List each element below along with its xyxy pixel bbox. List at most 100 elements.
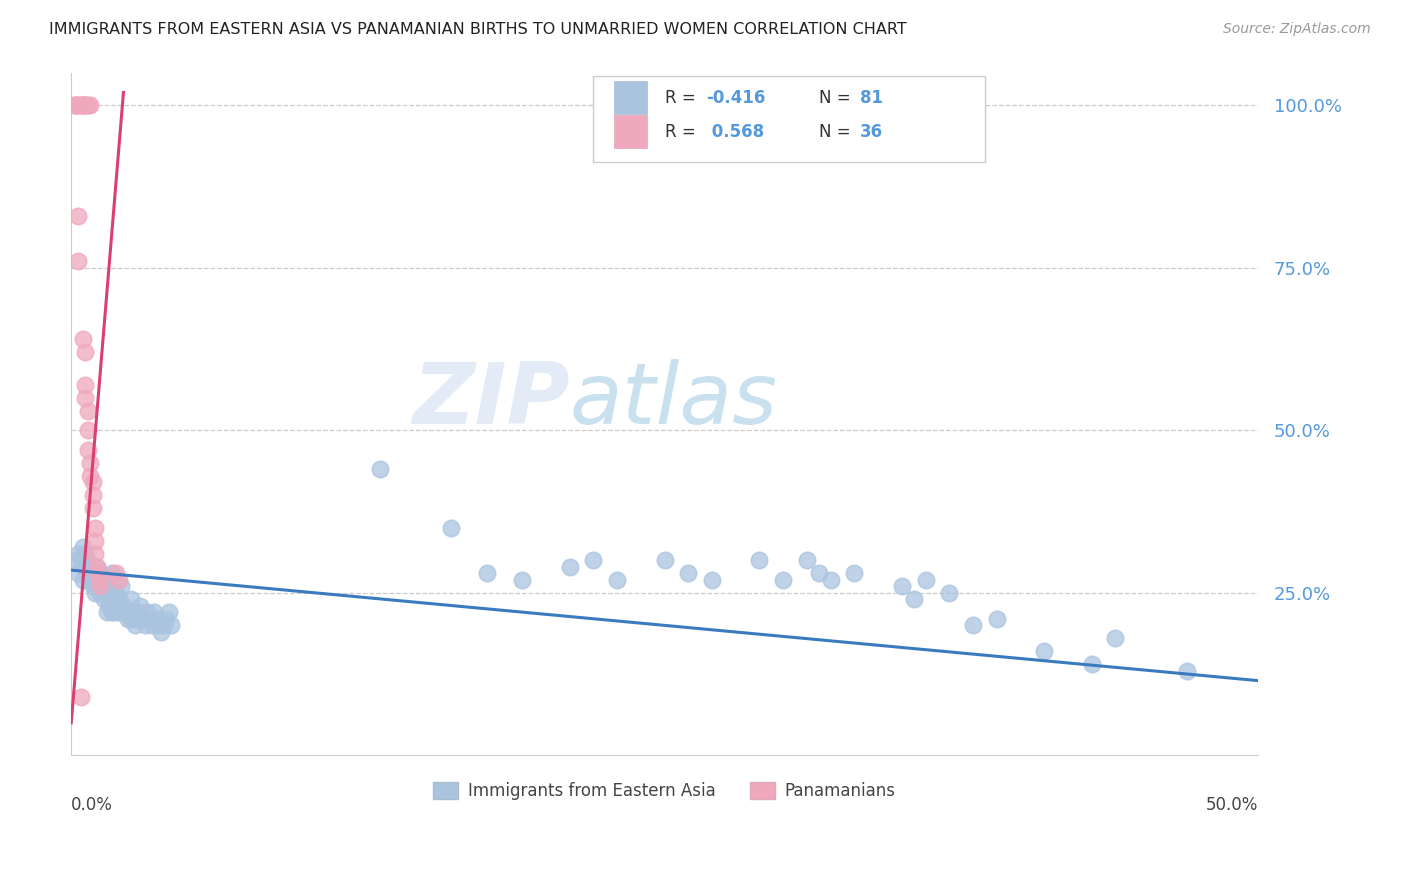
Point xyxy=(89,586,111,600)
Text: 81: 81 xyxy=(860,88,883,106)
Point xyxy=(844,566,866,581)
Point xyxy=(75,345,97,359)
Point xyxy=(76,442,98,457)
Point xyxy=(131,612,153,626)
Point xyxy=(157,606,180,620)
Point xyxy=(107,592,129,607)
Text: Source: ZipAtlas.com: Source: ZipAtlas.com xyxy=(1223,22,1371,37)
Point xyxy=(75,560,97,574)
Point xyxy=(962,618,984,632)
Point xyxy=(112,599,135,613)
Point xyxy=(98,586,121,600)
Point xyxy=(145,612,167,626)
Point xyxy=(79,469,101,483)
Point xyxy=(65,553,87,567)
Point xyxy=(76,98,98,112)
Point xyxy=(558,560,581,574)
Point xyxy=(103,606,125,620)
Point xyxy=(62,98,84,112)
Text: 50.0%: 50.0% xyxy=(1205,797,1258,814)
Point xyxy=(582,553,605,567)
Point xyxy=(124,618,146,632)
Text: IMMIGRANTS FROM EASTERN ASIA VS PANAMANIAN BIRTHS TO UNMARRIED WOMEN CORRELATION: IMMIGRANTS FROM EASTERN ASIA VS PANAMANI… xyxy=(49,22,907,37)
Point xyxy=(152,618,174,632)
Point xyxy=(67,98,90,112)
Point xyxy=(606,573,628,587)
Point xyxy=(914,573,936,587)
Point xyxy=(440,521,463,535)
Point xyxy=(79,98,101,112)
Point xyxy=(1175,664,1198,678)
Point xyxy=(105,566,128,581)
Point xyxy=(67,547,90,561)
Point xyxy=(84,533,107,548)
Text: 0.568: 0.568 xyxy=(706,123,765,141)
Text: 36: 36 xyxy=(860,123,883,141)
Point xyxy=(89,573,111,587)
Point xyxy=(127,612,149,626)
Text: -0.416: -0.416 xyxy=(706,88,765,106)
Point xyxy=(76,566,98,581)
Point xyxy=(122,606,145,620)
Point xyxy=(368,462,391,476)
Point xyxy=(96,579,118,593)
Point xyxy=(796,553,818,567)
Point xyxy=(127,606,149,620)
Point xyxy=(772,573,794,587)
Point xyxy=(75,98,97,112)
Point xyxy=(1033,644,1056,658)
Point xyxy=(155,612,177,626)
Point xyxy=(82,475,104,490)
Point xyxy=(69,690,91,704)
Point xyxy=(69,98,91,112)
Bar xyxy=(613,115,647,148)
Point xyxy=(93,573,115,587)
Bar xyxy=(613,81,647,114)
Point xyxy=(79,573,101,587)
Point xyxy=(72,333,94,347)
Text: N =: N = xyxy=(818,88,856,106)
Point xyxy=(114,606,136,620)
Point xyxy=(110,579,132,593)
Point xyxy=(72,98,94,112)
Point xyxy=(150,624,173,639)
Point xyxy=(107,606,129,620)
Point xyxy=(141,618,163,632)
Point xyxy=(67,254,90,268)
Point xyxy=(65,98,87,112)
Point xyxy=(65,98,87,112)
Point xyxy=(93,592,115,607)
Point xyxy=(134,618,156,632)
Point xyxy=(107,573,129,587)
Point xyxy=(890,579,912,593)
Point xyxy=(98,599,121,613)
Point xyxy=(79,560,101,574)
Point xyxy=(76,553,98,567)
Point xyxy=(96,606,118,620)
Point xyxy=(75,547,97,561)
Point xyxy=(75,391,97,405)
Point xyxy=(91,579,114,593)
Point xyxy=(84,586,107,600)
Point xyxy=(84,573,107,587)
Point xyxy=(120,592,142,607)
Point xyxy=(67,566,90,581)
Point xyxy=(138,612,160,626)
Point xyxy=(76,404,98,418)
Point xyxy=(86,560,108,574)
Point xyxy=(700,573,723,587)
Point xyxy=(820,573,842,587)
Point xyxy=(89,579,111,593)
Point xyxy=(129,599,152,613)
Point xyxy=(69,98,91,112)
Point xyxy=(75,98,97,112)
Point xyxy=(86,566,108,581)
Legend: Immigrants from Eastern Asia, Panamanians: Immigrants from Eastern Asia, Panamanian… xyxy=(425,773,904,808)
Text: N =: N = xyxy=(818,123,856,141)
Point xyxy=(103,592,125,607)
Point xyxy=(67,209,90,223)
Text: R =: R = xyxy=(665,123,700,141)
Point xyxy=(1080,657,1102,672)
Point xyxy=(136,606,159,620)
Point xyxy=(72,541,94,555)
